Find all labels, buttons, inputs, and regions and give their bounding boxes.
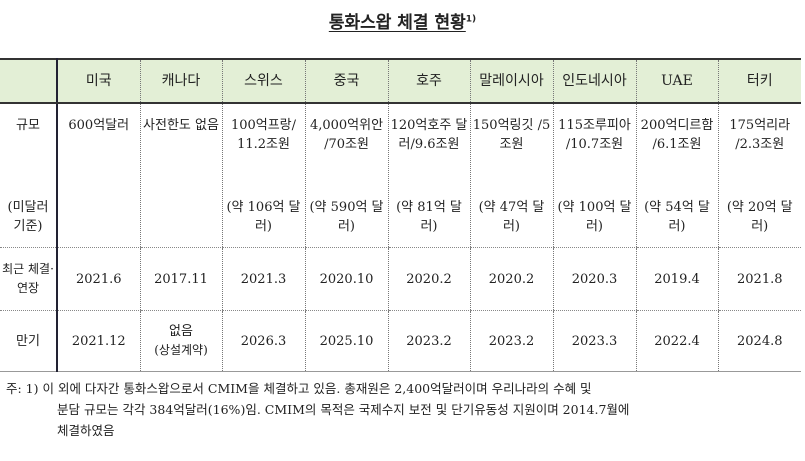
table-cell: 2019.4 <box>635 247 718 311</box>
usd-value: (약 106억 달러) <box>226 199 301 234</box>
row-label: 최근 체결· 연장 <box>0 247 58 311</box>
table-cell: 2021.3 <box>221 247 305 311</box>
table-row-recent: 최근 체결· 연장 2021.6 2017.11 2021.3 2020.10 2020.… <box>0 247 801 311</box>
row-label-text: 규모 <box>16 117 40 133</box>
table-cell: 2020.2 <box>387 247 470 311</box>
usd-value: (약 20억 달러) <box>726 199 793 234</box>
column-header: 말레이시아 <box>469 58 553 104</box>
table-cell: 150억링깃 /5조원 (약 47억 달러) <box>469 103 553 248</box>
table-cell: 120억호주 달러/9.6조원 (약 81억 달러) <box>387 103 470 248</box>
maturity-value: 2023.2 <box>406 333 452 349</box>
footnote: 주: 1) 이 외에 다자간 통화스왑으로서 CMIM을 체결하고 있음. 총재… <box>6 378 796 441</box>
table-cell: 115조루피아 /10.7조원 (약 100억 달러) <box>552 103 636 248</box>
footnote-line: 체결하였음 <box>57 423 115 438</box>
row-label: 만기 <box>0 310 58 372</box>
table-cell: 2020.3 <box>552 247 636 311</box>
maturity-value: 2026.3 <box>240 333 287 349</box>
footnote-line: 분담 규모는 각각 384억달러(16%)임. CMIM의 목적은 국제수지 보… <box>57 402 630 417</box>
title-text: 통화스왑 체결 현황 <box>328 13 466 33</box>
header-row: 미국 캐나다 스위스 중국 호주 말레이시아 인도네시아 UAE 터키 <box>0 58 801 104</box>
cell-stack: 600억달러 <box>59 116 139 236</box>
table-cell: 200억디르함 /6.1조원 (약 54억 달러) <box>635 103 718 248</box>
maturity-value: 2023.2 <box>488 333 535 349</box>
table-cell: 없음 (상설계약) <box>139 310 222 372</box>
cell-stack: 115조루피아 /10.7조원 (약 100억 달러) <box>555 116 635 236</box>
table-cell: 175억리라 /2.3조원 (약 20억 달러) <box>717 103 801 248</box>
column-header: 스위스 <box>221 58 305 104</box>
table-cell: 2024.8 <box>717 310 801 372</box>
footnote-mark: 1) <box>465 14 477 25</box>
column-header: 미국 <box>56 58 140 104</box>
table-cell: 4,000억위안 /70조원 (약 590억 달러) <box>304 103 388 248</box>
row-sublabel-text: (미달러 기준) <box>7 199 49 234</box>
column-header: UAE <box>635 58 718 104</box>
usd-value: (약 81억 달러) <box>396 199 462 234</box>
table-cell: 2022.4 <box>635 310 718 372</box>
cell-stack: 100억프랑/ 11.2조원 (약 106억 달러) <box>224 116 304 236</box>
maturity-value: 2024.8 <box>737 333 783 349</box>
maturity-note: (상설계약) <box>154 343 208 357</box>
usd-value: (약 590억 달러) <box>309 199 384 234</box>
table-cell: 2021.12 <box>56 310 140 372</box>
table-cell: 100억프랑/ 11.2조원 (약 106억 달러) <box>221 103 305 248</box>
table-cell: 2020.2 <box>469 247 553 311</box>
column-header: 터키 <box>717 58 801 104</box>
table-cell: 2020.10 <box>304 247 388 311</box>
row-label: 규모 (미달러 기준) <box>0 103 58 248</box>
page-title: 통화스왑 체결 현황1) <box>0 8 805 33</box>
size-value: 600억달러 <box>68 117 130 133</box>
column-header: 호주 <box>387 58 470 104</box>
cell-stack: 200억디르함 /6.1조원 (약 54억 달러) <box>638 116 717 236</box>
table-cell: 2023.2 <box>387 310 470 372</box>
footnote-line: 주: 1) 이 외에 다자간 통화스왑으로서 CMIM을 체결하고 있음. 총재… <box>6 381 592 396</box>
column-header: 인도네시아 <box>552 58 636 104</box>
table-row-size: 규모 (미달러 기준) 600억달러 사전한도 없음 100억프랑/ 11.2조원 (약 … <box>0 103 801 248</box>
table-cell: 2023.3 <box>552 310 636 372</box>
table-row-maturity: 만기 2021.12 없음 (상설계약) 2026.3 2025.10 2023.2 2023… <box>0 310 801 372</box>
table-cell: 600억달러 <box>56 103 140 248</box>
column-header: 중국 <box>304 58 388 104</box>
size-value: 200억디르함 /6.1조원 <box>640 117 714 152</box>
size-value: 4,000억위안 /70조원 <box>309 117 384 152</box>
table-cell: 사전한도 없음 <box>139 103 222 248</box>
maturity-value: 2025.10 <box>319 333 374 349</box>
label-stack: 규모 (미달러 기준) <box>1 116 55 236</box>
maturity-value: 없음 <box>169 324 193 339</box>
maturity-value: 2021.12 <box>71 333 126 349</box>
cell-stack: 120억호주 달러/9.6조원 (약 81억 달러) <box>390 116 469 236</box>
table-cell: 2021.6 <box>56 247 140 311</box>
column-header: 캐나다 <box>139 58 222 104</box>
cell-stack: 4,000억위안 /70조원 (약 590억 달러) <box>307 116 387 236</box>
usd-value: (약 100억 달러) <box>557 199 632 234</box>
maturity-value: 2023.3 <box>571 333 618 349</box>
cell-stack: 175억리라 /2.3조원 (약 20억 달러) <box>720 116 801 236</box>
size-value: 115조루피아 /10.7조원 <box>558 117 631 152</box>
cell-stack: 150억링깃 /5조원 (약 47억 달러) <box>472 116 552 236</box>
size-value: 사전한도 없음 <box>143 117 219 133</box>
table-cell: 2017.11 <box>139 247 222 311</box>
column-header <box>0 58 58 104</box>
usd-value: (약 54억 달러) <box>644 199 710 234</box>
size-value: 100억프랑/ 11.2조원 <box>230 117 297 152</box>
size-value: 150억링깃 /5조원 <box>472 117 551 152</box>
size-value: 120억호주 달러/9.6조원 <box>390 117 468 152</box>
cell-stack: 사전한도 없음 <box>142 116 221 236</box>
table-cell: 2025.10 <box>304 310 388 372</box>
maturity-value: 2022.4 <box>654 333 700 349</box>
size-value: 175억리라 /2.3조원 <box>729 117 791 152</box>
usd-value: (약 47억 달러) <box>478 199 545 234</box>
currency-swap-table: 미국 캐나다 스위스 중국 호주 말레이시아 인도네시아 UAE 터키 규모 (미달러 기준) 60… <box>0 58 801 372</box>
table-cell: 2021.8 <box>717 247 801 311</box>
table-cell: 2023.2 <box>469 310 553 372</box>
table-cell: 2026.3 <box>221 310 305 372</box>
